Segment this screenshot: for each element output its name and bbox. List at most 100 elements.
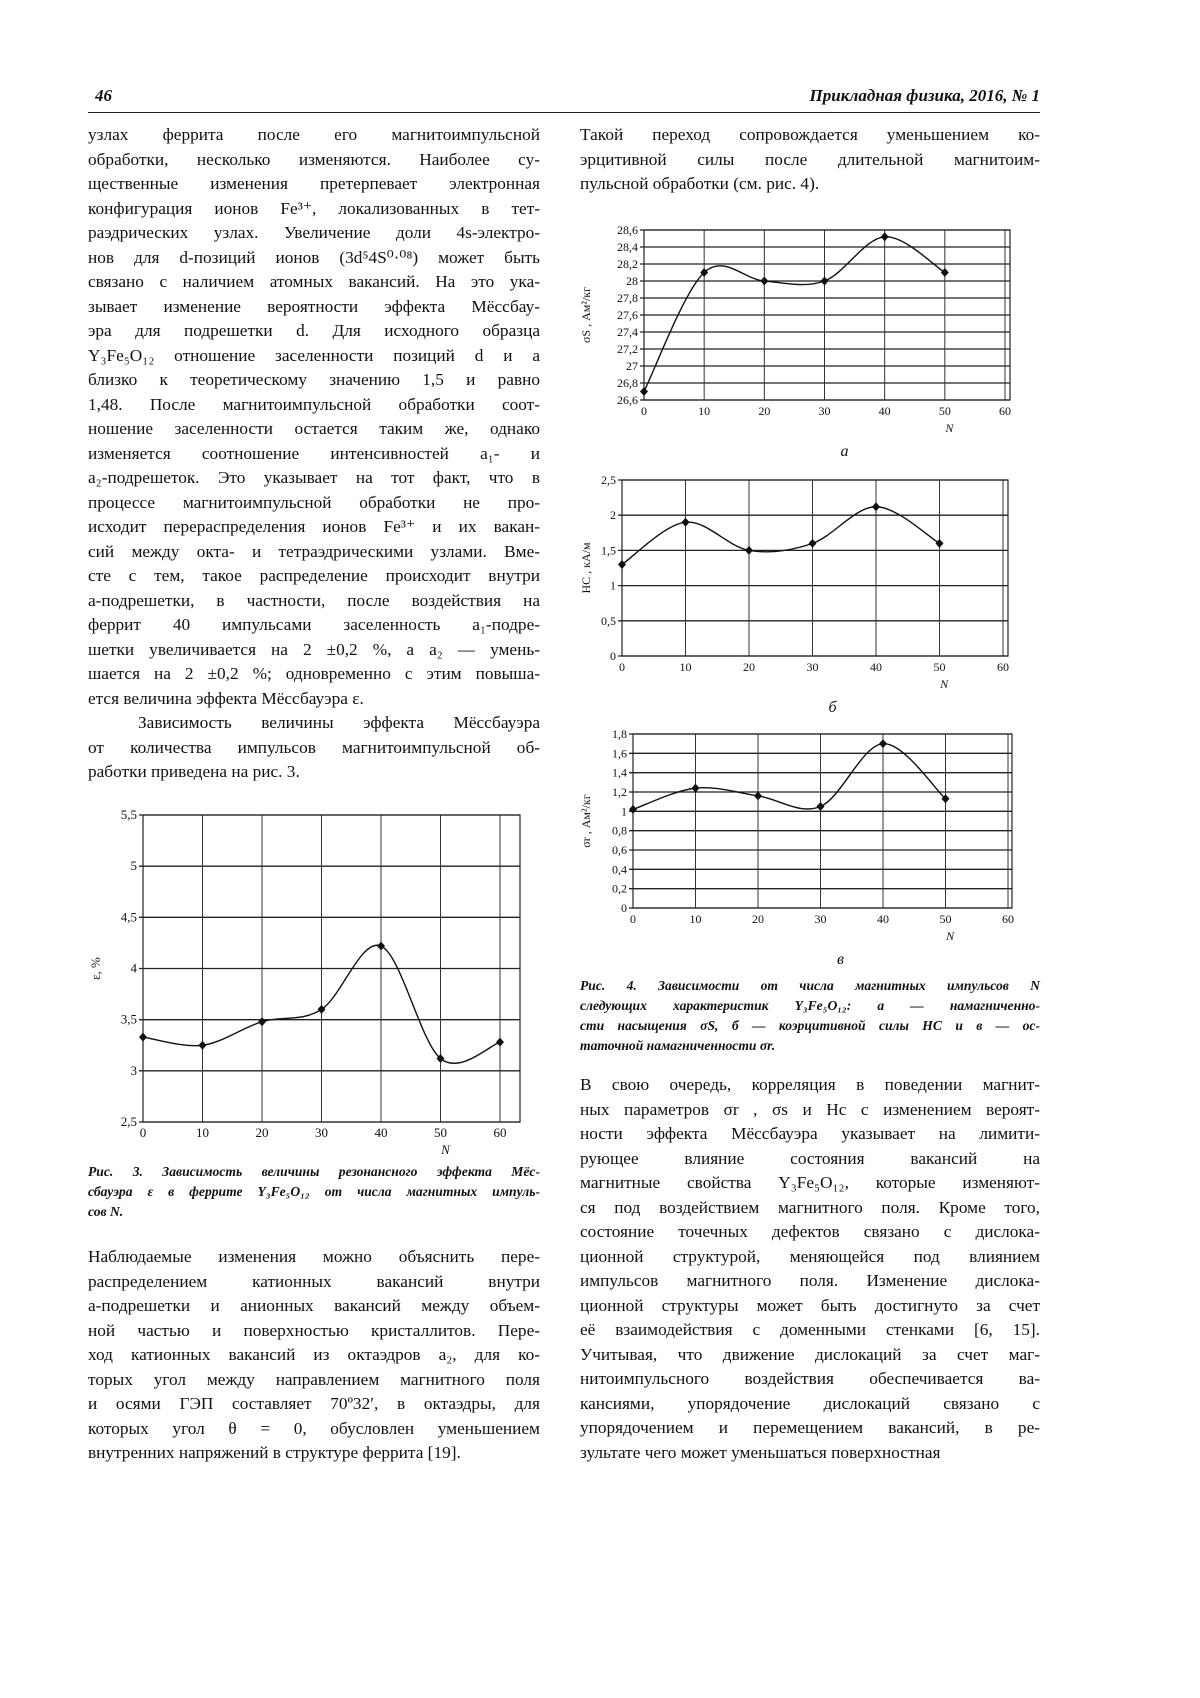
data-point [681, 517, 690, 527]
data-point [754, 791, 762, 801]
y-tick-label: 0,8 [612, 824, 627, 838]
fig4b-chart: 0 0,5 1 1,5 2 2,5 0 10 20 30 40 50 60 N HC , кА/м б [579, 473, 1009, 716]
text-line: сте с тем, такое распределение происходи… [88, 566, 540, 585]
x-tick-label: 50 [939, 404, 951, 418]
text-line: Рис. 3. Зависимость величины резонансног… [88, 1164, 540, 1179]
text-line: эрцитивной силы после длительной магнито… [580, 149, 1040, 169]
data-point [700, 268, 709, 277]
y-tick-label: 4 [131, 961, 138, 976]
x-tick-label: 10 [690, 912, 702, 926]
text-line: В свою очередь, корреляция в поведении м… [580, 1075, 1040, 1094]
x-axis-label: N [944, 421, 954, 435]
y-tick-label: 0 [621, 901, 627, 915]
text-line: ности эффекта Мёссбауэра указывает на ли… [580, 1124, 1040, 1143]
text-line: работки приведена на рис. 3. [88, 762, 300, 781]
text-line: внутренних напряжений в структуре феррит… [88, 1443, 461, 1462]
series-line [632, 742, 946, 811]
x-tick-label: 30 [815, 912, 827, 926]
plot-frame [621, 479, 1009, 657]
x-tick-label: 60 [1002, 912, 1014, 926]
text-line: торых угол между направлением магнитного… [88, 1369, 540, 1389]
y-tick-label: 0,2 [612, 882, 627, 896]
text-line: упорядочением и перемещением вакансий, в… [580, 1418, 1040, 1437]
text-line: Зависимость величины эффекта Мёссбауэра [138, 713, 540, 732]
x-tick-label: 30 [315, 1125, 328, 1140]
text-line: щественные изменения претерпевает электр… [88, 174, 540, 193]
data-point [935, 538, 944, 548]
text-line: связано с наличием атомных вакансий. На … [88, 272, 540, 291]
text-line: эра для подрешетки d. Для исходного обра… [88, 321, 540, 340]
text-line: Рис. 4. Зависимости от числа магнитных и… [580, 978, 1040, 993]
data-point [640, 387, 648, 396]
text-line: распределением катионных вакансий внутри [88, 1271, 540, 1291]
series-line [621, 506, 940, 566]
text-line: её взаимодействия с доменными стенками [… [580, 1320, 1040, 1339]
text-line: обработки, несколько изменяются. Наиболе… [88, 149, 540, 169]
fig4c-chart: 0 0,2 0,4 0,6 0,8 1 1,2 1,4 1,6 1,8 0 10 20 30 40 50 60 N… [579, 727, 1014, 968]
text-line: исходит перераспределения ионов Fe³⁺ и и… [88, 517, 540, 536]
subfigure-label: в [837, 951, 844, 968]
x-tick-label: 60 [999, 404, 1011, 418]
data-point [760, 276, 769, 286]
text-line: Учитывая, что движение дислокаций за сче… [580, 1344, 1040, 1364]
x-axis-label: N [440, 1142, 451, 1157]
text-line: близко к теоретическому значению 1,5 и р… [88, 370, 540, 389]
y-tick-label: 1 [621, 804, 627, 818]
y-tick-label: 1 [610, 579, 616, 593]
data-point [317, 1004, 326, 1014]
text-line: Y₃Fe₅O₁₂ отношение заселенности позиций … [88, 345, 540, 365]
text-line: рующее влияние состояния вакансий на [580, 1148, 1040, 1168]
text-line: нов для d-позиций ионов (3d⁵4S⁰·⁰⁸) може… [88, 247, 540, 267]
fig3-chart: 2,5 3 3,5 4 4,5 5 5,5 0 10 20 30 40 50 60 Nε, % [88, 807, 521, 1157]
text-line: Такой переход сопровождается уменьшением… [580, 125, 1040, 144]
y-tick-label: 27,2 [617, 342, 638, 356]
data-point [879, 739, 887, 749]
y-axis-label: ε, % [88, 957, 103, 980]
subfigure-label: а [841, 443, 849, 460]
y-tick-label: 26,6 [617, 393, 638, 407]
x-tick-label: 40 [870, 660, 882, 674]
text-line: конфигурация ионов Fe³⁺, локализованных … [88, 198, 540, 218]
plot-frame [142, 814, 521, 1123]
data-point [820, 276, 829, 286]
y-tick-label: 5,5 [121, 807, 137, 822]
text-line: процессе магнитоимпульсной обработки не … [88, 492, 540, 512]
x-tick-label: 0 [641, 404, 647, 418]
x-axis-label: N [939, 677, 949, 691]
text-line: сов N. [88, 1204, 124, 1219]
text-line: ход катионных вакансий из октаэдров a₂, … [88, 1345, 540, 1364]
x-tick-label: 0 [140, 1125, 147, 1140]
data-point [691, 783, 700, 793]
data-point [872, 502, 880, 512]
text-line: ных параметров σr , σs и Hc с изменением… [580, 1099, 1040, 1119]
data-point [496, 1037, 504, 1047]
text-line: которых угол θ = 0, обусловлен уменьшени… [88, 1418, 540, 1438]
text-line: импульсов магнитного поля. Изменение дис… [580, 1271, 1040, 1290]
journal-title: Прикладная физика, 2016, № 1 [809, 86, 1040, 105]
y-tick-label: 1,4 [612, 766, 627, 780]
data-point [941, 794, 950, 804]
text-line: феррит 40 импульсами заселенность a₁-под… [88, 615, 540, 634]
fig3-caption: Рис. 3. Зависимость величины резонансног… [88, 1162, 540, 1222]
x-tick-label: 50 [940, 912, 952, 926]
y-tick-label: 1,6 [612, 746, 627, 760]
left-para-3: Наблюдаемые изменения можно объяснить пе… [88, 1245, 540, 1466]
text-line: сбауэра ε в феррите Y₃Fe₅O₁₂ от числа ма… [88, 1184, 540, 1199]
data-point [745, 545, 753, 555]
data-point [198, 1040, 207, 1050]
y-tick-label: 2 [610, 508, 616, 522]
header-rule [88, 112, 1040, 113]
y-tick-label: 3 [131, 1063, 138, 1078]
y-axis-label: σS , Ам²/кг [579, 287, 593, 343]
text-line: ционной структурой, меняющейся под влиян… [580, 1246, 1040, 1266]
text-line: от количества импульсов магнитоимпульсно… [88, 737, 540, 757]
y-tick-label: 1,2 [612, 785, 627, 799]
x-tick-label: 0 [630, 912, 636, 926]
text-line: a-подрешетки, в частности, после воздейс… [88, 590, 540, 610]
y-tick-label: 27,6 [617, 308, 638, 322]
y-tick-label: 5 [131, 858, 138, 873]
text-line: узлах феррита после его магнитоимпульсно… [88, 125, 540, 144]
text-line: ся под воздействием магнитного поля. Кро… [580, 1197, 1040, 1217]
data-point [816, 802, 825, 811]
data-point [377, 941, 385, 951]
